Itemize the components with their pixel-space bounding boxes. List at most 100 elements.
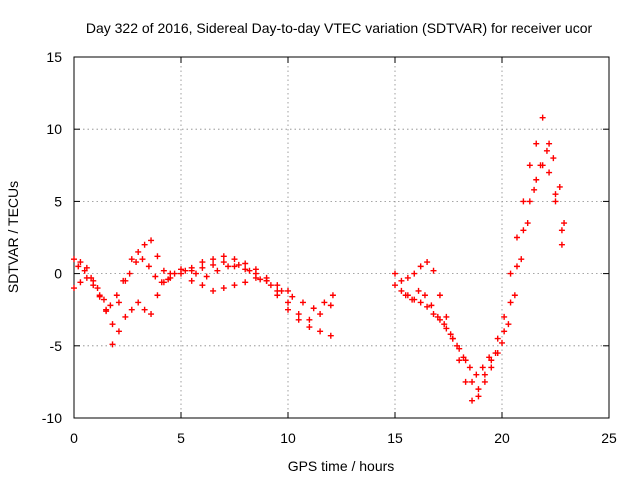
data-point xyxy=(415,287,422,294)
data-point xyxy=(327,302,334,309)
data-point xyxy=(135,248,142,255)
y-tick-label: 15 xyxy=(46,49,62,65)
y-axis-label: SDTVAR / TECUs xyxy=(5,181,21,293)
data-point xyxy=(109,321,116,328)
data-point xyxy=(100,296,107,303)
data-point xyxy=(486,354,493,361)
x-tick-label: 15 xyxy=(387,430,403,446)
data-point xyxy=(402,292,409,299)
data-point xyxy=(546,140,553,147)
data-point xyxy=(141,241,148,248)
data-point xyxy=(210,287,217,294)
data-point xyxy=(462,378,469,385)
y-tick-label: 5 xyxy=(54,193,62,209)
data-point xyxy=(158,279,165,286)
data-point xyxy=(231,256,238,263)
data-point xyxy=(274,282,281,289)
data-point xyxy=(295,311,302,318)
data-point xyxy=(329,292,336,299)
data-point xyxy=(128,306,135,313)
data-point xyxy=(556,183,563,190)
data-point xyxy=(306,316,313,323)
plot-frame xyxy=(73,56,610,419)
y-tick-label: 0 xyxy=(54,266,62,282)
data-point xyxy=(520,227,527,234)
data-point xyxy=(409,296,416,303)
data-point xyxy=(552,191,559,198)
data-point xyxy=(456,357,463,364)
data-point xyxy=(285,299,291,306)
data-point xyxy=(317,328,324,335)
data-point xyxy=(139,256,146,263)
x-tick-label: 10 xyxy=(280,430,296,446)
data-point xyxy=(96,293,103,300)
data-point xyxy=(492,350,499,357)
data-point xyxy=(160,267,167,274)
data-point xyxy=(115,299,122,306)
data-point xyxy=(154,292,161,299)
data-point xyxy=(126,270,133,277)
data-point xyxy=(488,364,495,371)
data-point xyxy=(460,354,467,361)
data-point xyxy=(231,263,238,270)
data-point xyxy=(306,324,313,331)
data-point xyxy=(430,267,437,274)
data-point xyxy=(71,285,77,292)
data-point xyxy=(77,259,84,266)
y-tick-label: -10 xyxy=(42,410,62,426)
data-point xyxy=(543,147,550,154)
data-point xyxy=(501,313,508,320)
data-point xyxy=(417,299,424,306)
data-point xyxy=(199,264,206,271)
data-point xyxy=(546,169,553,176)
data-point xyxy=(220,253,227,260)
data-point xyxy=(327,332,334,339)
data-point xyxy=(278,287,285,294)
data-point xyxy=(481,378,488,385)
data-point xyxy=(235,261,242,268)
data-point xyxy=(537,162,544,169)
data-point xyxy=(533,176,540,183)
data-point xyxy=(531,186,538,193)
data-point xyxy=(513,263,520,270)
data-point xyxy=(552,198,559,205)
data-point xyxy=(469,397,476,404)
data-point xyxy=(231,282,238,289)
data-point xyxy=(513,234,520,241)
data-point xyxy=(550,155,557,162)
data-point xyxy=(443,325,450,332)
data-point xyxy=(520,198,527,205)
data-point xyxy=(526,162,533,169)
data-point xyxy=(494,335,501,342)
data-point xyxy=(299,299,306,306)
data-point xyxy=(499,339,505,346)
data-point xyxy=(267,282,274,289)
data-point xyxy=(210,261,217,268)
data-point xyxy=(88,274,95,281)
data-point xyxy=(473,371,480,378)
data-point xyxy=(242,260,249,267)
data-point xyxy=(71,256,77,263)
data-point xyxy=(145,263,152,270)
data-point xyxy=(454,342,461,349)
data-point xyxy=(246,267,253,274)
data-point xyxy=(152,273,159,280)
data-point xyxy=(107,302,114,309)
data-point xyxy=(436,292,443,299)
data-point xyxy=(128,256,135,263)
data-point xyxy=(203,273,210,280)
data-point xyxy=(481,371,488,378)
x-tick-label: 5 xyxy=(177,430,185,446)
data-point xyxy=(90,282,97,289)
data-point xyxy=(524,220,531,227)
data-point xyxy=(558,241,565,248)
data-point xyxy=(109,341,116,348)
data-point xyxy=(321,299,328,306)
data-point xyxy=(507,299,514,306)
data-point xyxy=(199,259,206,266)
data-point xyxy=(475,393,482,400)
data-point xyxy=(225,263,232,270)
data-point xyxy=(310,305,317,312)
data-point xyxy=(404,274,411,281)
data-point xyxy=(148,311,155,318)
